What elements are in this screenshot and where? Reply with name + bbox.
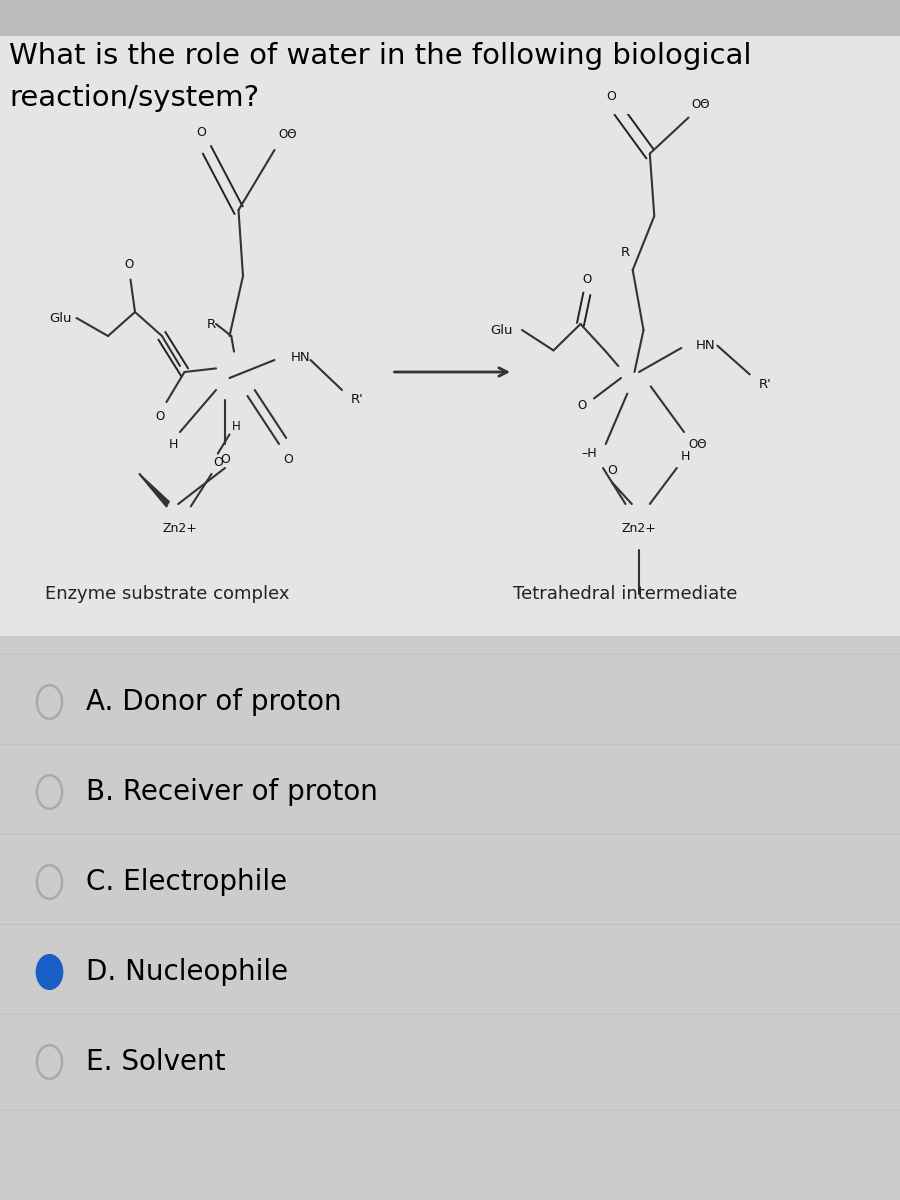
Text: B. Receiver of proton: B. Receiver of proton xyxy=(86,778,377,806)
Text: R': R' xyxy=(759,378,771,390)
Text: H: H xyxy=(169,438,178,450)
Text: O: O xyxy=(608,464,616,476)
Text: O: O xyxy=(582,274,591,286)
Bar xyxy=(0,0,900,36)
Text: C. Electrophile: C. Electrophile xyxy=(86,868,286,896)
Text: Tetrahedral intermediate: Tetrahedral intermediate xyxy=(513,584,737,602)
Text: reaction/system?: reaction/system? xyxy=(9,84,259,112)
Text: O: O xyxy=(284,454,292,466)
Text: R: R xyxy=(207,318,216,330)
Text: O: O xyxy=(578,400,587,412)
Text: OΘ: OΘ xyxy=(692,98,710,110)
Text: –H: –H xyxy=(581,448,597,460)
Text: OΘ: OΘ xyxy=(279,128,297,140)
Text: HN: HN xyxy=(696,340,716,352)
Text: Glu: Glu xyxy=(50,312,72,324)
Text: O: O xyxy=(213,456,222,468)
Text: HN: HN xyxy=(291,352,310,364)
Text: R: R xyxy=(621,246,630,258)
Bar xyxy=(0,636,900,1200)
Text: O: O xyxy=(156,410,165,422)
Text: E. Solvent: E. Solvent xyxy=(86,1048,225,1076)
Text: OΘ: OΘ xyxy=(688,438,706,450)
Text: A. Donor of proton: A. Donor of proton xyxy=(86,688,341,716)
Text: O: O xyxy=(124,258,133,270)
Text: Zn2+: Zn2+ xyxy=(163,522,197,534)
Text: D. Nucleophile: D. Nucleophile xyxy=(86,958,288,986)
Circle shape xyxy=(37,955,62,989)
Text: Enzyme substrate complex: Enzyme substrate complex xyxy=(45,584,290,602)
Text: O: O xyxy=(607,90,616,102)
Text: Glu: Glu xyxy=(491,324,513,336)
Text: O: O xyxy=(220,454,230,466)
Polygon shape xyxy=(140,474,169,506)
Text: H: H xyxy=(231,420,240,432)
Text: Zn2+: Zn2+ xyxy=(622,522,656,534)
Text: O: O xyxy=(196,126,205,138)
Text: R': R' xyxy=(351,394,364,406)
Text: What is the role of water in the following biological: What is the role of water in the followi… xyxy=(9,42,752,70)
Bar xyxy=(0,0,900,636)
Text: H: H xyxy=(681,450,690,462)
